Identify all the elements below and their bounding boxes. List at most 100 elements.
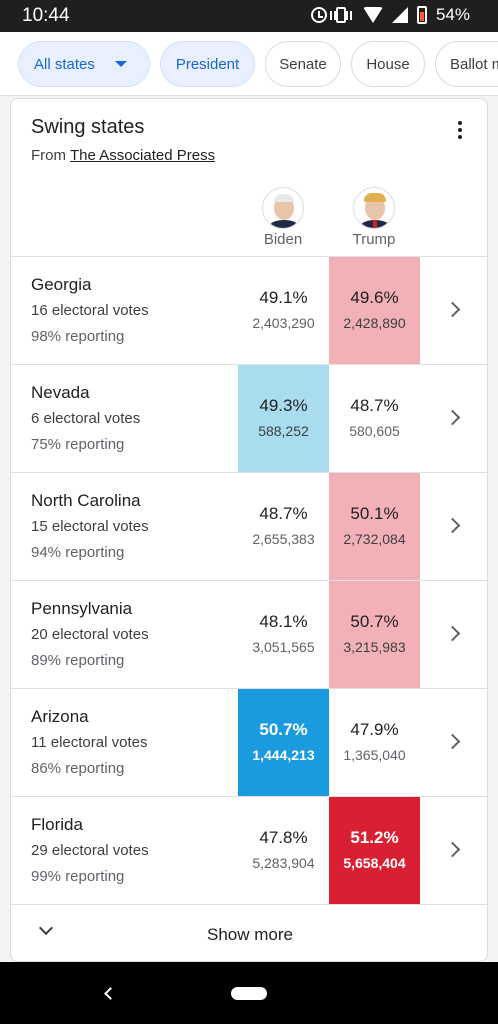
biden-percent: 48.1% bbox=[259, 612, 308, 631]
chip-ballot-measures[interactable]: Ballot m bbox=[435, 41, 498, 87]
trump-result: 47.9% 1,365,040 bbox=[329, 689, 420, 796]
trump-votes: 2,732,084 bbox=[343, 531, 406, 547]
home-pill[interactable] bbox=[231, 987, 267, 1000]
trump-votes: 2,428,890 bbox=[343, 315, 406, 331]
trump-result: 48.7% 580,605 bbox=[329, 365, 420, 472]
state-name: Florida bbox=[31, 815, 83, 834]
biden-avatar bbox=[262, 187, 304, 229]
status-bar: 10:44 54% bbox=[0, 0, 498, 32]
swing-states-card: Swing states From The Associated Press Bi… bbox=[10, 98, 488, 962]
biden-votes: 2,655,383 bbox=[252, 531, 315, 547]
biden-votes: 2,403,290 bbox=[252, 315, 315, 331]
chevron-right-icon[interactable] bbox=[444, 301, 461, 318]
more-options-icon[interactable] bbox=[457, 121, 463, 139]
divider bbox=[11, 256, 487, 257]
back-icon[interactable] bbox=[104, 987, 117, 1000]
filter-chips: All states President Senate House Ballot… bbox=[18, 41, 498, 87]
trump-percent: 47.9% bbox=[350, 720, 399, 739]
caret-down-icon bbox=[114, 61, 127, 67]
biden-percent: 50.7% bbox=[259, 720, 308, 739]
candidate-name: Biden bbox=[263, 231, 303, 248]
reporting: 98% reporting bbox=[31, 328, 125, 345]
biden-percent: 48.7% bbox=[259, 504, 308, 523]
show-more-button[interactable]: Show more bbox=[11, 905, 487, 961]
biden-result: 49.3% 588,252 bbox=[238, 365, 329, 472]
trump-percent: 48.7% bbox=[350, 396, 399, 415]
candidate-trump: Trump bbox=[334, 187, 414, 248]
trump-percent: 49.6% bbox=[350, 288, 399, 307]
alarm-icon bbox=[310, 7, 327, 23]
vibrate-icon bbox=[329, 7, 352, 23]
source-prefix: From bbox=[31, 147, 66, 164]
trump-result: 50.1% 2,732,084 bbox=[329, 473, 420, 580]
trump-votes: 580,605 bbox=[349, 423, 400, 439]
electoral-votes: 11 electoral votes bbox=[31, 734, 148, 751]
chip-label: All states bbox=[34, 55, 95, 73]
biden-percent: 47.8% bbox=[259, 828, 308, 847]
candidate-name: Trump bbox=[352, 231, 396, 248]
electoral-votes: 15 electoral votes bbox=[31, 518, 149, 535]
state-rows: Georgia 16 electoral votes 98% reporting… bbox=[11, 257, 487, 905]
trump-percent: 50.1% bbox=[350, 504, 399, 523]
biden-votes: 588,252 bbox=[258, 423, 309, 439]
chevron-right-icon[interactable] bbox=[444, 841, 461, 858]
trump-avatar bbox=[353, 187, 395, 229]
all-states-dropdown[interactable]: All states bbox=[18, 41, 150, 87]
state-row[interactable]: Nevada 6 electoral votes 75% reporting 4… bbox=[11, 365, 487, 473]
clock: 10:44 bbox=[22, 5, 70, 26]
reporting: 86% reporting bbox=[31, 760, 125, 777]
state-row[interactable]: Pennsylvania 20 electoral votes 89% repo… bbox=[11, 581, 487, 689]
show-more-label: Show more bbox=[207, 925, 293, 944]
state-name: Nevada bbox=[31, 383, 90, 402]
candidate-biden: Biden bbox=[243, 187, 323, 248]
electoral-votes: 16 electoral votes bbox=[31, 302, 149, 319]
trump-votes: 1,365,040 bbox=[343, 747, 406, 763]
reporting: 75% reporting bbox=[31, 436, 125, 453]
chevron-right-icon[interactable] bbox=[444, 409, 461, 426]
electoral-votes: 29 electoral votes bbox=[31, 842, 149, 859]
state-row[interactable]: Arizona 11 electoral votes 86% reporting… bbox=[11, 689, 487, 797]
chip-president[interactable]: President bbox=[160, 41, 255, 87]
status-icons: 54% bbox=[310, 5, 470, 25]
electoral-votes: 20 electoral votes bbox=[31, 626, 149, 643]
signal-icon bbox=[391, 7, 408, 23]
biden-percent: 49.1% bbox=[259, 288, 308, 307]
battery-percent: 54% bbox=[435, 5, 470, 24]
chip-label: Senate bbox=[279, 55, 327, 73]
card-source: From The Associated Press bbox=[31, 147, 215, 164]
biden-votes: 5,283,904 bbox=[252, 855, 315, 871]
biden-votes: 1,444,213 bbox=[252, 747, 315, 763]
state-row[interactable]: North Carolina 15 electoral votes 94% re… bbox=[11, 473, 487, 581]
state-name: Pennsylvania bbox=[31, 599, 133, 618]
chevron-right-icon[interactable] bbox=[444, 517, 461, 534]
state-name: North Carolina bbox=[31, 491, 141, 510]
source-link[interactable]: The Associated Press bbox=[70, 147, 216, 164]
biden-result: 50.7% 1,444,213 bbox=[238, 689, 329, 796]
state-row[interactable]: Florida 29 electoral votes 99% reporting… bbox=[11, 797, 487, 905]
trump-percent: 50.7% bbox=[350, 612, 399, 631]
biden-result: 47.8% 5,283,904 bbox=[238, 797, 329, 904]
filter-bar: All states President Senate House Ballot… bbox=[0, 32, 498, 96]
chevron-right-icon[interactable] bbox=[444, 625, 461, 642]
reporting: 99% reporting bbox=[31, 868, 125, 885]
chip-house[interactable]: House bbox=[351, 41, 425, 87]
trump-percent: 51.2% bbox=[350, 828, 399, 847]
battery-icon bbox=[416, 6, 427, 24]
state-row[interactable]: Georgia 16 electoral votes 98% reporting… bbox=[11, 257, 487, 365]
wifi-icon bbox=[362, 7, 383, 23]
chevron-right-icon[interactable] bbox=[444, 733, 461, 750]
chip-senate[interactable]: Senate bbox=[265, 41, 341, 87]
biden-votes: 3,051,565 bbox=[252, 639, 315, 655]
trump-votes: 3,215,983 bbox=[343, 639, 406, 655]
biden-result: 49.1% 2,403,290 bbox=[238, 257, 329, 364]
state-name: Arizona bbox=[31, 707, 89, 726]
chip-label: Ballot m bbox=[450, 55, 498, 73]
biden-result: 48.1% 3,051,565 bbox=[238, 581, 329, 688]
reporting: 94% reporting bbox=[31, 544, 125, 561]
biden-percent: 49.3% bbox=[259, 396, 308, 415]
navigation-bar bbox=[0, 962, 498, 1024]
electoral-votes: 6 electoral votes bbox=[31, 410, 141, 427]
trump-result: 49.6% 2,428,890 bbox=[329, 257, 420, 364]
trump-result: 50.7% 3,215,983 bbox=[329, 581, 420, 688]
trump-votes: 5,658,404 bbox=[343, 855, 406, 871]
